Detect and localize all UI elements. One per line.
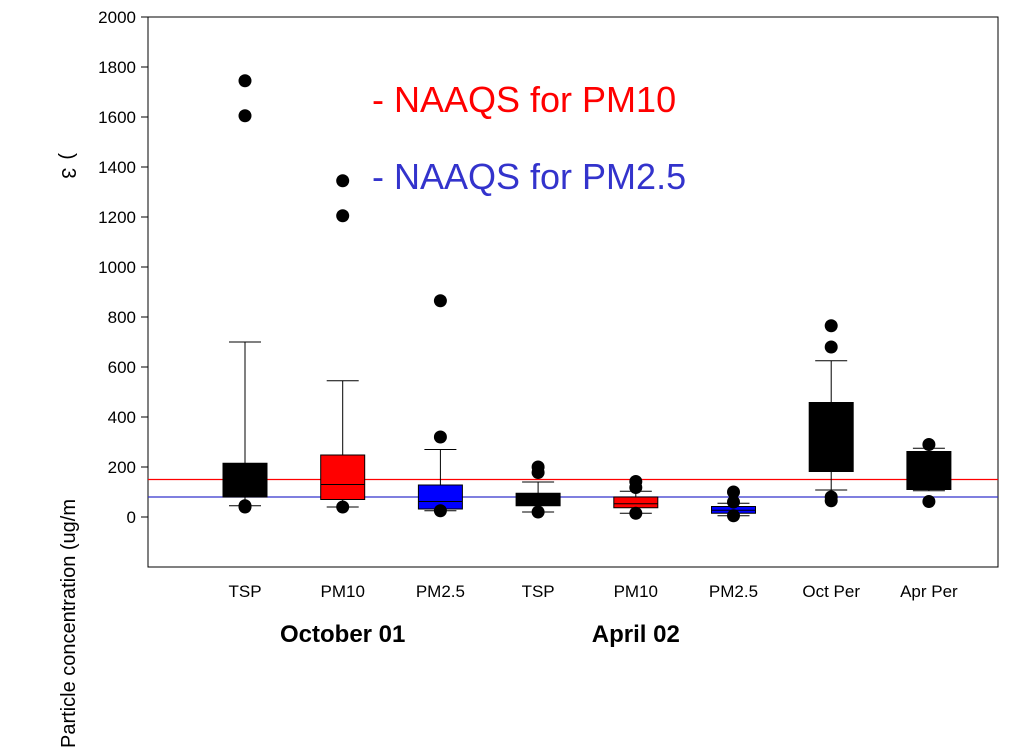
- outlier-point: [433, 504, 447, 518]
- boxes: [222, 341, 952, 517]
- y-tick-label: 1200: [98, 208, 136, 227]
- y-axis: 0 200 400 600 800 1000 1200 1400 1600 1800 2000: [98, 8, 148, 527]
- outlier-point: [433, 294, 447, 308]
- x-tick-label: PM2.5: [709, 582, 758, 601]
- y-axis-label-superscript: 3: [57, 168, 79, 179]
- y-tick-label: 1600: [98, 108, 136, 127]
- box-2: [417, 449, 463, 512]
- box-iqr: [613, 496, 659, 509]
- outlier-point: [336, 500, 350, 514]
- x-tick-label: TSP: [228, 582, 261, 601]
- box-iqr: [320, 454, 366, 500]
- outlier-point: [238, 500, 252, 514]
- y-tick-label: 400: [108, 408, 136, 427]
- y-tick-label: 1000: [98, 258, 136, 277]
- x-tick-label: Oct Per: [802, 582, 860, 601]
- y-tick-label: 600: [108, 358, 136, 377]
- y-tick-label: 800: [108, 308, 136, 327]
- x-tick-label: PM10: [320, 582, 364, 601]
- x-tick-label: PM10: [614, 582, 658, 601]
- box-iqr: [222, 462, 268, 498]
- outlier-point: [336, 209, 350, 223]
- plot-frame: [147, 16, 999, 568]
- outlier-point: [629, 506, 643, 520]
- outlier-point: [922, 438, 936, 451]
- outlier-point: [824, 340, 838, 354]
- y-axis-label-close: ): [57, 153, 79, 160]
- outlier-point: [433, 430, 447, 444]
- outlier-point: [531, 505, 545, 519]
- y-tick-label: 2000: [98, 8, 136, 27]
- outlier-point: [336, 174, 350, 188]
- outliers: [238, 74, 936, 523]
- box-7: [906, 447, 952, 492]
- group-label-1: April 02: [592, 621, 680, 648]
- y-tick-label: 1800: [98, 58, 136, 77]
- outlier-point: [629, 481, 643, 494]
- y-tick-label: 200: [108, 458, 136, 477]
- y-tick-label: 0: [127, 508, 136, 527]
- y-tick-label: 1400: [98, 158, 136, 177]
- box-iqr: [906, 451, 952, 490]
- legend-pm10-label: - NAAQS for PM10: [372, 79, 676, 120]
- box-6: [808, 360, 854, 491]
- outlier-point: [238, 109, 252, 123]
- legend-pm25-label: - NAAQS for PM2.5: [372, 156, 686, 197]
- box-1: [320, 380, 366, 508]
- outlier-point: [727, 495, 740, 509]
- x-tick-label: PM2.5: [416, 582, 465, 601]
- group-label-0: October 01: [280, 621, 405, 648]
- outlier-point: [824, 319, 838, 333]
- x-axis: TSP PM10 PM2.5 TSP PM10 PM2.5 Oct Per Apr Per: [228, 582, 958, 601]
- box-iqr: [808, 402, 854, 472]
- outlier-point: [727, 485, 740, 499]
- group-labels: October 01 April 02: [280, 621, 680, 648]
- x-tick-label: Apr Per: [900, 582, 958, 601]
- outlier-point: [922, 495, 936, 508]
- outlier-point: [824, 494, 838, 508]
- svg-text:)3: )3: [57, 153, 79, 179]
- box-0: [222, 341, 268, 507]
- y-axis-label: Particle concentration (ug/m: [58, 499, 80, 748]
- box-3: [515, 481, 561, 513]
- x-tick-label: TSP: [522, 582, 555, 601]
- outlier-point: [238, 74, 252, 88]
- outlier-point: [727, 509, 740, 523]
- y-axis-label-unit: )3: [57, 153, 79, 179]
- outlier-point: [531, 466, 545, 479]
- y-axis-label-text: Particle concentration (ug/m: [58, 499, 80, 748]
- reference-lines: [148, 478, 998, 498]
